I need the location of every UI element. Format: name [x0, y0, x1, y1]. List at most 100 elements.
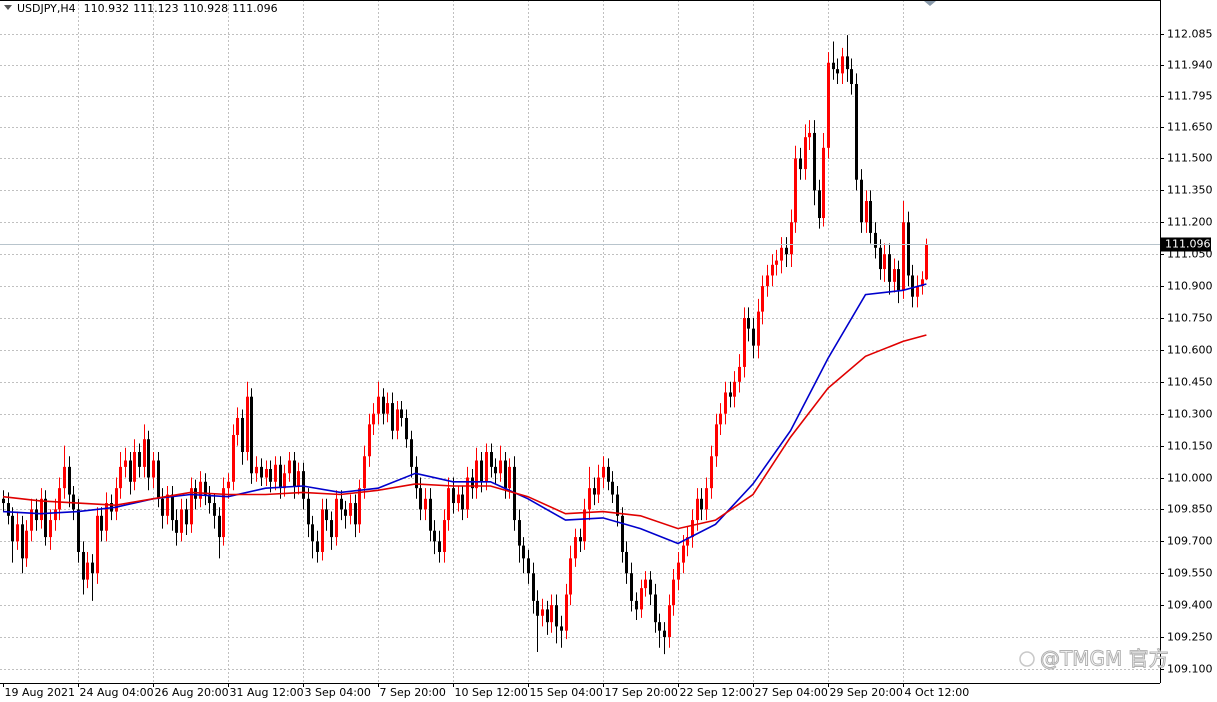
candle-body: [471, 477, 474, 489]
y-tick-label: 110.300: [1167, 408, 1213, 421]
candle-body: [560, 626, 563, 631]
watermark: @TMGM 官方: [1019, 646, 1169, 671]
current-price-label: 111.096: [1165, 238, 1211, 251]
candle-body: [227, 481, 230, 489]
candle-body: [185, 509, 188, 525]
x-tick-label: 10 Sep 12:00: [455, 686, 528, 699]
x-tick-label: 7 Sep 20:00: [380, 686, 446, 699]
x-tick-label: 31 Aug 12:00: [230, 686, 304, 699]
candle-body: [729, 392, 732, 397]
candle-body: [635, 600, 638, 610]
candle-body: [855, 84, 858, 180]
grid: [0, 0, 1160, 683]
watermark-text: @TMGM 官方: [1040, 647, 1169, 671]
candle-body: [255, 466, 258, 474]
candle-body: [396, 409, 399, 431]
watermark-icon: [1019, 651, 1035, 667]
candle-body: [246, 396, 249, 453]
candle-body: [808, 132, 811, 138]
menu-icon: [4, 5, 12, 10]
candle-body: [790, 222, 793, 255]
candle-body: [100, 515, 103, 531]
candle-body: [508, 466, 511, 489]
candle-body: [293, 460, 296, 487]
candle-body: [119, 466, 122, 489]
candle-body: [77, 509, 80, 552]
candle-body: [344, 509, 347, 516]
candle-body: [175, 520, 178, 533]
candle-body: [846, 56, 849, 70]
candle-body: [555, 605, 558, 627]
candle-body: [124, 460, 127, 467]
candle-body: [429, 498, 432, 531]
candle-body: [874, 232, 877, 248]
x-tick-label: 29 Sep 20:00: [830, 686, 903, 699]
candle-body: [54, 509, 57, 521]
candle-body: [16, 524, 19, 542]
candle-body: [588, 488, 591, 510]
candle-body: [415, 466, 418, 489]
candle-body: [569, 558, 572, 595]
candle-body: [419, 488, 422, 510]
candle-body: [283, 473, 286, 489]
candle-body: [199, 481, 202, 499]
candle-body: [466, 477, 469, 510]
candle-body: [250, 396, 253, 474]
candle-body: [522, 545, 525, 559]
candle-body: [218, 515, 221, 538]
candle-body: [354, 503, 357, 525]
x-tick-label: 19 Aug 2021: [5, 686, 75, 699]
candle-body: [241, 417, 244, 453]
candle-body: [686, 537, 689, 546]
candle-body: [883, 254, 886, 270]
candle-body: [794, 158, 797, 223]
candle-body: [190, 488, 193, 525]
candle-body: [129, 460, 132, 482]
y-tick-label: 111.200: [1167, 216, 1213, 229]
candle-body: [86, 562, 89, 580]
candle-body: [860, 179, 863, 223]
candle-body: [133, 452, 136, 482]
candle-body: [340, 498, 343, 510]
candle-body: [11, 515, 14, 542]
candle-body: [91, 562, 94, 574]
candle-body: [607, 466, 610, 482]
candle-body: [747, 317, 750, 329]
candle-body: [461, 494, 464, 510]
candle-body: [208, 494, 211, 504]
candle-body: [236, 417, 239, 435]
candle-body: [640, 588, 643, 610]
candle-body: [616, 494, 619, 516]
candle-body: [869, 201, 872, 233]
candle-body: [757, 311, 760, 346]
candle-body: [775, 260, 778, 265]
header-low: 110.928: [183, 2, 229, 15]
candle-body: [682, 545, 685, 563]
candle-body: [44, 498, 47, 538]
candle-body: [518, 520, 521, 546]
candle-body: [157, 460, 160, 499]
candle-body: [30, 509, 33, 531]
candle-body: [649, 579, 652, 595]
candle-body: [143, 439, 146, 467]
candle-body: [836, 69, 839, 74]
candle-body: [321, 509, 324, 552]
candle-body: [907, 222, 910, 276]
candle-body: [316, 541, 319, 552]
y-tick-label: 111.940: [1167, 59, 1213, 72]
candle-body: [785, 247, 788, 255]
candle-body: [593, 488, 596, 495]
candle-body: [180, 509, 183, 533]
candle-body: [363, 456, 366, 489]
candle-body: [818, 190, 821, 219]
candle-body: [475, 460, 478, 489]
candle-body: [274, 464, 277, 482]
y-tick-label: 111.650: [1167, 121, 1213, 134]
candle-body: [25, 530, 28, 559]
candle-body: [841, 56, 844, 74]
candle-body: [377, 396, 380, 414]
candle-body: [480, 460, 483, 482]
candle-body: [663, 630, 666, 638]
y-tick-label: 112.085: [1167, 28, 1213, 41]
